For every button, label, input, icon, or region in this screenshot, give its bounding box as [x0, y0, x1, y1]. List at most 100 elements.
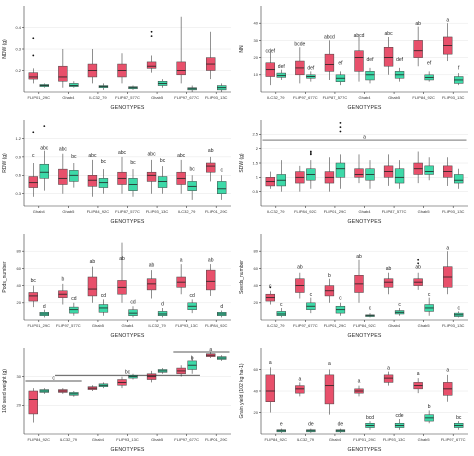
- x-tick-label: FLIP97_677C: [293, 323, 318, 328]
- x-axis-label: GENOTYPES: [347, 333, 381, 339]
- x-tick-label: Ghab4: [358, 209, 371, 214]
- box-green: [394, 418, 405, 430]
- box-green: [187, 356, 197, 374]
- box-red: [28, 388, 38, 423]
- significance-letter: a: [417, 371, 420, 377]
- x-tick-label: FLIP01_29C: [353, 437, 376, 442]
- box-red: [443, 157, 453, 186]
- significance-letter: bc: [160, 158, 166, 164]
- box-green: [276, 69, 286, 80]
- box-body: [206, 162, 216, 173]
- significance-letter: ab: [90, 259, 96, 265]
- box-green: [424, 297, 434, 316]
- significance-letter: bcd: [366, 415, 374, 421]
- box-red: [206, 156, 216, 182]
- outlier-point: [150, 35, 153, 37]
- box-body: [98, 304, 109, 313]
- box-green: [276, 428, 286, 433]
- box-red: [265, 286, 275, 305]
- y-tick-label: 1.5: [252, 160, 258, 165]
- significance-letter: d: [161, 301, 164, 307]
- chart-svg: 20 40 60 80 Pods_number FLIP01_29C FLIP97_577C…: [2, 234, 231, 339]
- box-red: [146, 370, 157, 383]
- box-green: [306, 150, 316, 189]
- significance-letter: c: [280, 302, 283, 308]
- box-body: [28, 72, 38, 80]
- y-tick-label: 0.2: [15, 68, 21, 73]
- box-green: [98, 382, 109, 389]
- significance-letter: def: [278, 64, 286, 70]
- significance-letter: cd: [130, 300, 136, 306]
- box-green: [217, 310, 227, 318]
- outlier-point: [309, 153, 312, 156]
- box-green: [98, 83, 109, 90]
- significance-letter: c: [428, 292, 431, 298]
- x-axis-label: GENOTYPES: [110, 447, 144, 453]
- box-green: [39, 83, 49, 88]
- box-red: [117, 242, 127, 303]
- chart-svg: 20 40 60 80 Seeds_number ILC32_79 FLIP97_677C F…: [239, 234, 468, 339]
- x-tick-label: Ghab4: [388, 323, 401, 328]
- box-green: [69, 81, 79, 88]
- x-tick-label: FLIP93_13C: [442, 209, 465, 214]
- box-red: [206, 264, 216, 296]
- significance-letter: a: [180, 258, 183, 264]
- outlier-point: [32, 131, 35, 134]
- box-green: [394, 307, 405, 316]
- chart-svg: 10 20 30 40 NN ILC32_79 FLIP97_677C FLIP87_577C…: [239, 6, 468, 111]
- significance-letter: c: [457, 306, 460, 312]
- box-green: [39, 388, 49, 394]
- box-red: [117, 156, 127, 194]
- outlier-point: [417, 262, 420, 265]
- box-green: [454, 421, 464, 430]
- box-body: [365, 71, 375, 81]
- significance-letter: c: [369, 306, 372, 312]
- chart-svg: 20 40 60 Grain yield (102 kg ha-1) FLIP84_92…: [239, 348, 468, 453]
- x-tick-label: FLIP84_92C: [87, 209, 110, 214]
- x-tick-label: ILC32_79: [148, 323, 166, 328]
- x-tick-label: ILC32_79: [267, 323, 285, 328]
- x-tick-label: FLIP84_92C: [28, 437, 51, 442]
- significance-letter: abc: [148, 152, 157, 158]
- significance-letter: abc: [59, 147, 68, 153]
- significance-letter: a: [328, 361, 331, 367]
- box-green: [39, 309, 49, 318]
- significance-letter: ab: [386, 266, 392, 272]
- box-green: [187, 175, 197, 200]
- box-body: [295, 385, 305, 394]
- box-body: [69, 170, 79, 182]
- box-red: [117, 376, 127, 389]
- panel-seeds-number: 20 40 60 80 Seeds_number ILC32_79 FLIP97_677C F…: [237, 228, 474, 342]
- box-green: [217, 175, 227, 200]
- box-green: [276, 307, 286, 318]
- box-green: [335, 121, 346, 189]
- significance-letter: a: [446, 17, 449, 23]
- chart-svg: 0.2 0.3 0.4 NDW (g) FLIP01_29C Ghab4 ILC32_79 F…: [2, 6, 231, 111]
- significance-letter: c: [269, 283, 272, 289]
- significance-letter: ab: [297, 264, 303, 270]
- group-letter: a: [363, 135, 366, 141]
- significance-letter: e: [280, 421, 283, 427]
- box-body: [413, 40, 423, 58]
- box-red: [58, 283, 68, 305]
- box-body: [87, 276, 98, 297]
- x-tick-label: Ghab5: [418, 437, 431, 442]
- significance-letter: ab: [415, 264, 421, 270]
- significance-letter: cdef: [266, 48, 276, 54]
- significance-letter: a: [358, 378, 361, 384]
- significance-letter: d: [43, 304, 46, 310]
- box-red: [117, 53, 127, 84]
- box-green: [128, 169, 138, 197]
- box-body: [354, 168, 364, 178]
- x-tick-label: FLIP87_577C: [323, 95, 348, 100]
- box-red: [324, 40, 335, 80]
- box-red: [383, 272, 394, 295]
- box-green: [128, 306, 138, 318]
- box-red: [58, 388, 68, 394]
- box-green: [217, 83, 227, 92]
- x-axis-label: GENOTYPES: [110, 333, 144, 339]
- y-tick-label: 60: [254, 367, 259, 372]
- box-body: [424, 165, 434, 175]
- y-axis-label: NN: [239, 45, 245, 53]
- box-red: [413, 151, 423, 184]
